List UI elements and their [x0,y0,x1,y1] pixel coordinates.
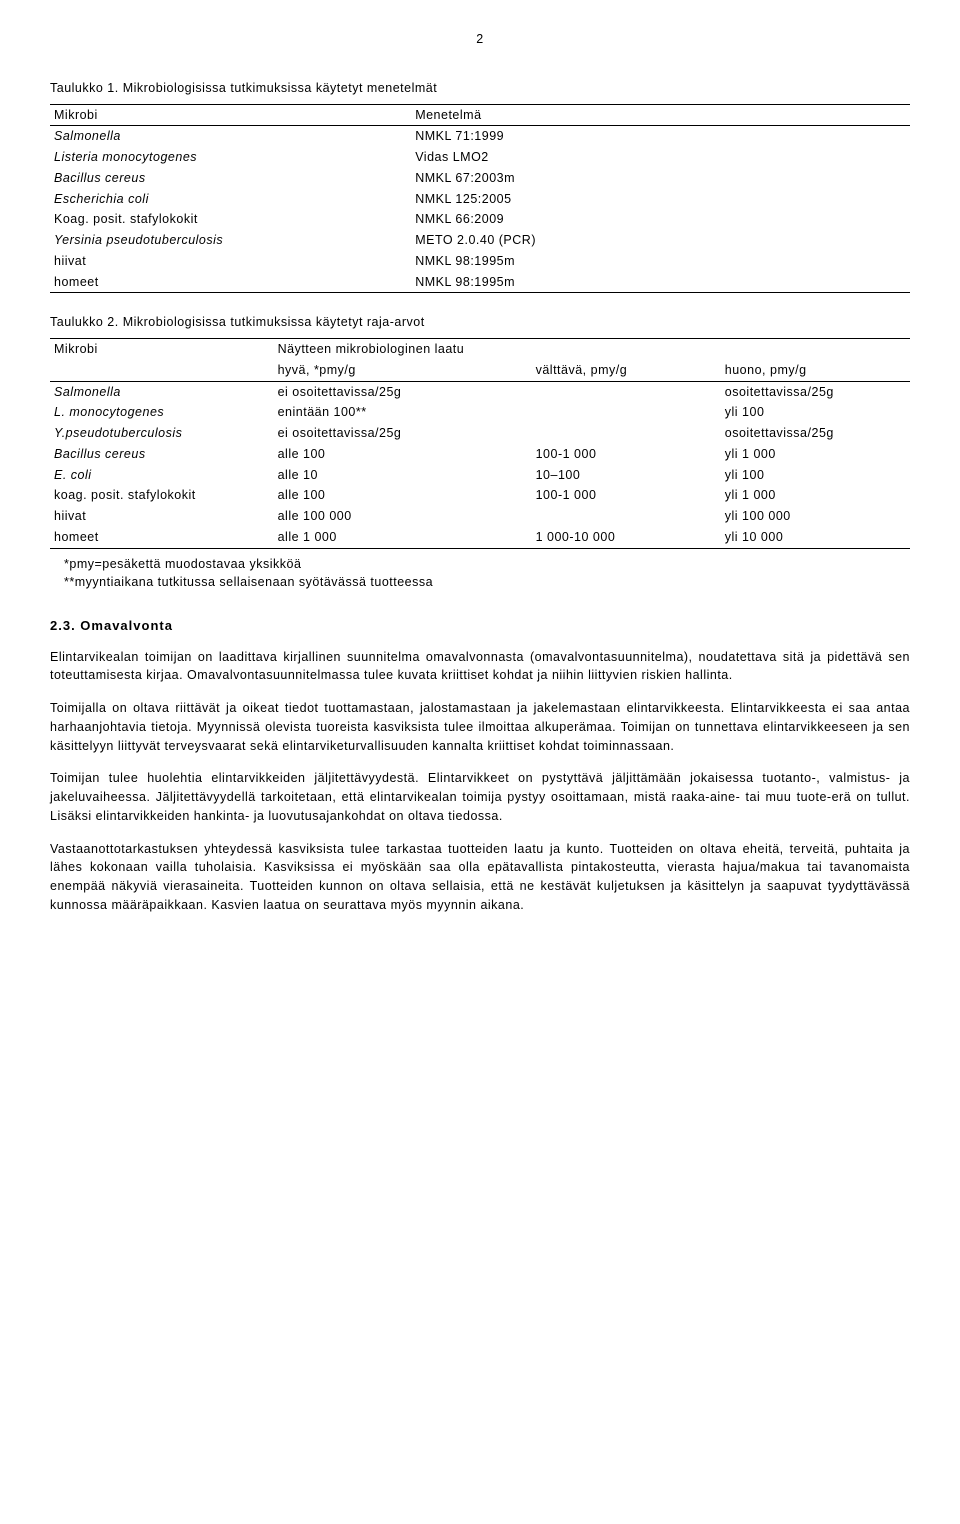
section-heading: 2.3. Omavalvonta [50,616,910,636]
table1-cell: NMKL 67:2003m [411,168,910,189]
table2-cell: L. monocytogenes [50,402,274,423]
table2-cell: Bacillus cereus [50,444,274,465]
table2-cell: 10–100 [532,465,721,486]
table2-cell: yli 100 000 [721,506,910,527]
table1-cell: Listeria monocytogenes [50,147,411,168]
table2-cell [532,423,721,444]
table1-cell: Koag. posit. stafylokokit [50,209,411,230]
table2-cell: ei osoitettavissa/25g [274,381,532,402]
table2-notes: *pmy=pesäkettä muodostavaa yksikköä**myy… [64,555,910,593]
table2-cell: yli 1 000 [721,485,910,506]
table1-caption: Taulukko 1. Mikrobiologisissa tutkimuksi… [50,79,910,98]
table2-cell [532,402,721,423]
table2-subheader-cell [50,360,274,381]
table1-cell: NMKL 66:2009 [411,209,910,230]
table2-cell: enintään 100** [274,402,532,423]
table1-header-cell: Menetelmä [411,104,910,126]
table2-cell: osoitettavissa/25g [721,423,910,444]
table2-cell: E. coli [50,465,274,486]
table2-cell: Salmonella [50,381,274,402]
table2-subheader-cell: välttävä, pmy/g [532,360,721,381]
table2-cell: alle 100 000 [274,506,532,527]
table2-cell [532,506,721,527]
table2-cell: 100-1 000 [532,444,721,465]
table2-cell: yli 1 000 [721,444,910,465]
table2-cell: 100-1 000 [532,485,721,506]
table2-cell: homeet [50,527,274,548]
table1-cell: NMKL 98:1995m [411,272,910,293]
table2-cell: alle 10 [274,465,532,486]
table1-cell: Escherichia coli [50,189,411,210]
table2-cell: yli 100 [721,465,910,486]
table1-cell: NMKL 71:1999 [411,126,910,147]
table2-cell: Y.pseudotuberculosis [50,423,274,444]
table2-note: *pmy=pesäkettä muodostavaa yksikköä [64,555,910,574]
table2-caption: Taulukko 2. Mikrobiologisissa tutkimuksi… [50,313,910,332]
table2-header-cell: Näytteen mikrobiologinen laatu [274,339,910,360]
table2-cell: osoitettavissa/25g [721,381,910,402]
table1-cell: Salmonella [50,126,411,147]
table2-cell: hiivat [50,506,274,527]
table1: MikrobiMenetelmäSalmonellaNMKL 71:1999Li… [50,104,910,294]
page-number: 2 [50,30,910,49]
table2-cell: alle 100 [274,444,532,465]
table2-cell: ei osoitettavissa/25g [274,423,532,444]
table2-cell: alle 100 [274,485,532,506]
table1-cell: homeet [50,272,411,293]
table2-cell [532,381,721,402]
table1-cell: NMKL 125:2005 [411,189,910,210]
body-paragraph: Toimijan tulee huolehtia elintarvikkeide… [50,769,910,825]
table2-cell: alle 1 000 [274,527,532,548]
table2-subheader-cell: hyvä, *pmy/g [274,360,532,381]
table2-subheader-cell: huono, pmy/g [721,360,910,381]
table1-cell: Vidas LMO2 [411,147,910,168]
table1-cell: NMKL 98:1995m [411,251,910,272]
table2-cell: yli 10 000 [721,527,910,548]
table2: MikrobiNäytteen mikrobiologinen laatuhyv… [50,338,910,549]
table2-cell: koag. posit. stafylokokit [50,485,274,506]
section-body: Elintarvikealan toimijan on laadittava k… [50,648,910,915]
table2-note: **myyntiaikana tutkitussa sellaisenaan s… [64,573,910,592]
table2-cell: 1 000-10 000 [532,527,721,548]
table2-header-cell: Mikrobi [50,339,274,360]
body-paragraph: Elintarvikealan toimijan on laadittava k… [50,648,910,686]
table1-cell: Bacillus cereus [50,168,411,189]
table2-cell: yli 100 [721,402,910,423]
body-paragraph: Toimijalla on oltava riittävät ja oikeat… [50,699,910,755]
table1-header-cell: Mikrobi [50,104,411,126]
table1-cell: METO 2.0.40 (PCR) [411,230,910,251]
table1-cell: hiivat [50,251,411,272]
table1-cell: Yersinia pseudotuberculosis [50,230,411,251]
body-paragraph: Vastaanottotarkastuksen yhteydessä kasvi… [50,840,910,915]
